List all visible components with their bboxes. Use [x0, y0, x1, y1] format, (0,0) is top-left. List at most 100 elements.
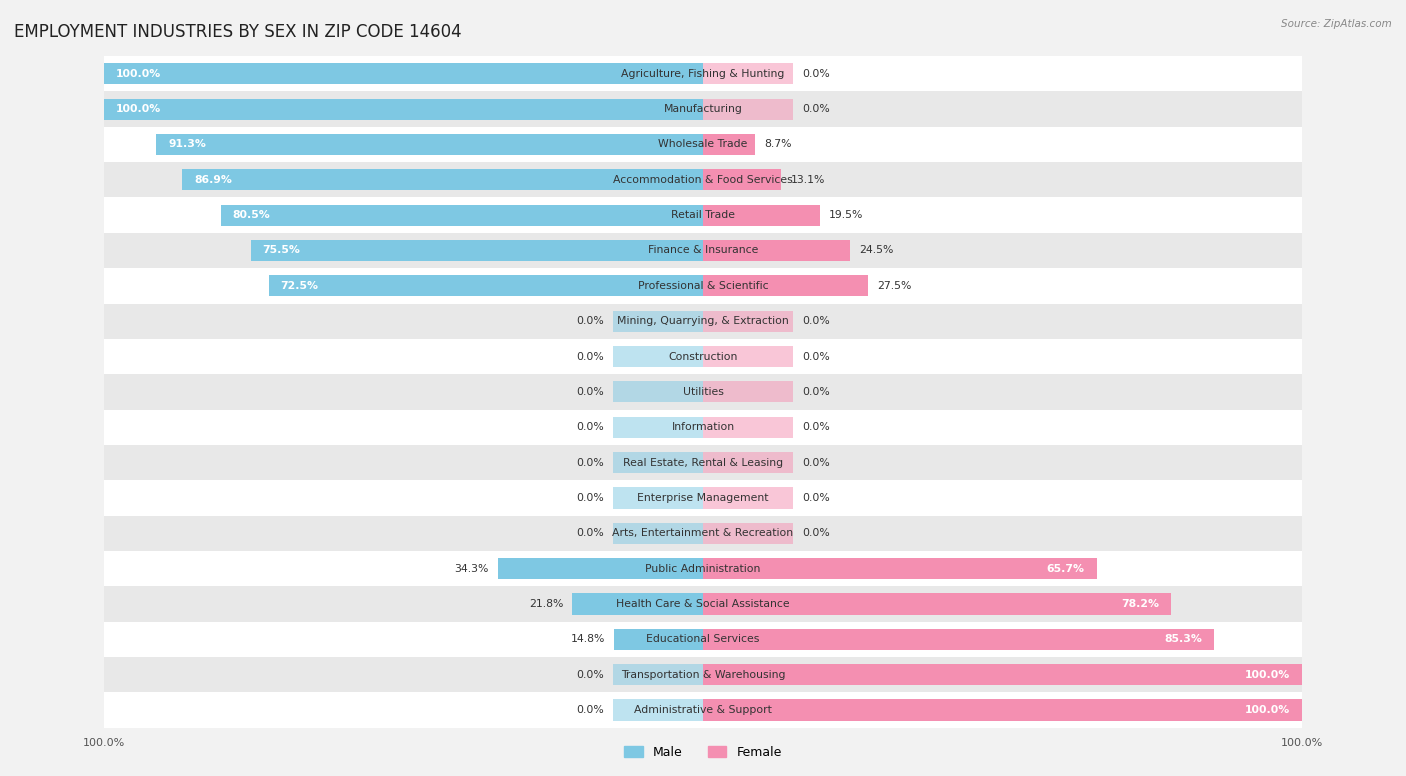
Bar — [104, 445, 1302, 480]
Text: Utilities: Utilities — [682, 387, 724, 397]
Text: 0.0%: 0.0% — [576, 422, 605, 432]
Bar — [250, 240, 703, 261]
Text: 21.8%: 21.8% — [529, 599, 564, 609]
Text: 100.0%: 100.0% — [1244, 705, 1291, 715]
Text: Finance & Insurance: Finance & Insurance — [648, 245, 758, 255]
Text: Public Administration: Public Administration — [645, 563, 761, 573]
Bar — [703, 487, 793, 508]
Text: 72.5%: 72.5% — [281, 281, 319, 291]
Text: 14.8%: 14.8% — [571, 634, 606, 644]
Bar — [703, 133, 755, 155]
Text: 0.0%: 0.0% — [801, 458, 830, 468]
Text: Educational Services: Educational Services — [647, 634, 759, 644]
Bar — [104, 162, 1302, 197]
Text: 0.0%: 0.0% — [576, 458, 605, 468]
Text: 0.0%: 0.0% — [801, 104, 830, 114]
Bar — [703, 310, 793, 332]
Text: Source: ZipAtlas.com: Source: ZipAtlas.com — [1281, 19, 1392, 29]
Bar — [703, 240, 849, 261]
Text: 100.0%: 100.0% — [83, 737, 125, 747]
Bar — [104, 587, 1302, 622]
Bar — [183, 169, 703, 190]
Text: 86.9%: 86.9% — [194, 175, 232, 185]
Bar — [498, 558, 703, 579]
Text: 0.0%: 0.0% — [801, 422, 830, 432]
Bar — [613, 487, 703, 508]
Text: 0.0%: 0.0% — [576, 670, 605, 680]
Text: 27.5%: 27.5% — [877, 281, 911, 291]
Bar — [703, 523, 793, 544]
Text: Retail Trade: Retail Trade — [671, 210, 735, 220]
Bar — [703, 629, 1213, 650]
Text: 24.5%: 24.5% — [859, 245, 893, 255]
Text: 65.7%: 65.7% — [1046, 563, 1084, 573]
Bar — [104, 374, 1302, 410]
Bar — [269, 275, 703, 296]
Text: Enterprise Management: Enterprise Management — [637, 493, 769, 503]
Bar — [104, 339, 1302, 374]
Bar — [613, 346, 703, 367]
Text: Professional & Scientific: Professional & Scientific — [638, 281, 768, 291]
Text: 0.0%: 0.0% — [801, 528, 830, 539]
Bar — [104, 99, 703, 120]
Bar — [613, 381, 703, 403]
Text: 0.0%: 0.0% — [576, 493, 605, 503]
Bar — [104, 410, 1302, 445]
Bar — [104, 692, 1302, 728]
Text: 0.0%: 0.0% — [801, 316, 830, 326]
Text: 0.0%: 0.0% — [801, 493, 830, 503]
Bar — [703, 417, 793, 438]
Bar — [703, 63, 793, 85]
Text: 0.0%: 0.0% — [801, 69, 830, 78]
Bar — [614, 629, 703, 650]
Text: Mining, Quarrying, & Extraction: Mining, Quarrying, & Extraction — [617, 316, 789, 326]
Bar — [613, 452, 703, 473]
Text: 78.2%: 78.2% — [1122, 599, 1160, 609]
Text: 85.3%: 85.3% — [1164, 634, 1202, 644]
Bar — [104, 515, 1302, 551]
Bar — [703, 346, 793, 367]
Text: 75.5%: 75.5% — [263, 245, 301, 255]
Bar — [104, 63, 703, 85]
Text: 0.0%: 0.0% — [801, 387, 830, 397]
Text: 0.0%: 0.0% — [576, 528, 605, 539]
Text: Transportation & Warehousing: Transportation & Warehousing — [621, 670, 785, 680]
Text: 0.0%: 0.0% — [576, 316, 605, 326]
Text: Manufacturing: Manufacturing — [664, 104, 742, 114]
Bar — [613, 699, 703, 721]
Text: 19.5%: 19.5% — [828, 210, 863, 220]
Text: Accommodation & Food Services: Accommodation & Food Services — [613, 175, 793, 185]
Text: 100.0%: 100.0% — [115, 69, 162, 78]
Bar — [104, 657, 1302, 692]
Text: Wholesale Trade: Wholesale Trade — [658, 140, 748, 150]
Bar — [104, 303, 1302, 339]
Bar — [703, 558, 1097, 579]
Bar — [104, 551, 1302, 587]
Text: 100.0%: 100.0% — [115, 104, 162, 114]
Text: Health Care & Social Assistance: Health Care & Social Assistance — [616, 599, 790, 609]
Text: 0.0%: 0.0% — [576, 705, 605, 715]
Text: EMPLOYMENT INDUSTRIES BY SEX IN ZIP CODE 14604: EMPLOYMENT INDUSTRIES BY SEX IN ZIP CODE… — [14, 23, 461, 41]
Text: 34.3%: 34.3% — [454, 563, 488, 573]
Bar — [703, 275, 868, 296]
Text: 8.7%: 8.7% — [763, 140, 792, 150]
Bar — [613, 664, 703, 685]
Text: Information: Information — [672, 422, 734, 432]
Bar — [703, 381, 793, 403]
Text: 0.0%: 0.0% — [576, 352, 605, 362]
Bar — [221, 205, 703, 226]
Bar — [156, 133, 703, 155]
Bar — [104, 233, 1302, 268]
Bar — [104, 56, 1302, 92]
Text: 80.5%: 80.5% — [233, 210, 270, 220]
Bar — [104, 622, 1302, 657]
Legend: Male, Female: Male, Female — [619, 741, 787, 764]
Text: 0.0%: 0.0% — [576, 387, 605, 397]
Bar — [703, 99, 793, 120]
Bar — [104, 92, 1302, 126]
Bar — [703, 205, 820, 226]
Text: 0.0%: 0.0% — [801, 352, 830, 362]
Text: Agriculture, Fishing & Hunting: Agriculture, Fishing & Hunting — [621, 69, 785, 78]
Bar — [104, 480, 1302, 515]
Bar — [613, 523, 703, 544]
